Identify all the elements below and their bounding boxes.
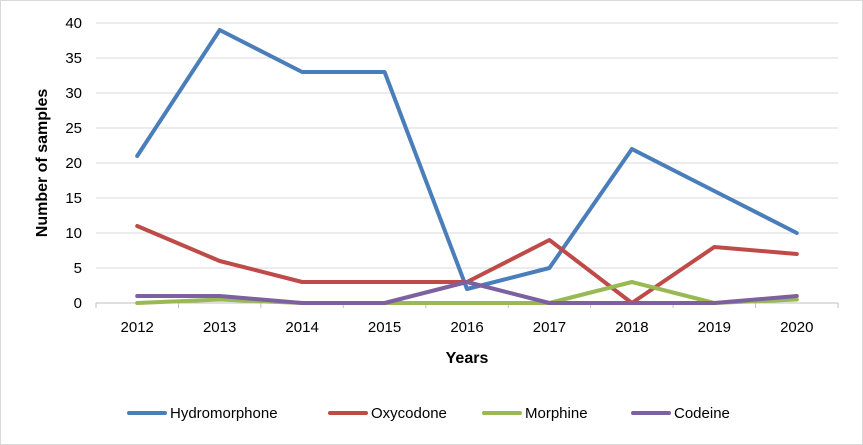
legend-label: Morphine xyxy=(525,405,588,422)
y-tick-label: 20 xyxy=(65,155,82,172)
series-line-morphine xyxy=(135,280,799,305)
x-tick-labels: 2012 2013 2014 2015 2016 2017 2018 2019 2020 xyxy=(121,319,814,336)
gridlines xyxy=(96,22,838,269)
y-tick-label: 40 xyxy=(65,15,82,32)
x-tick-label: 2012 xyxy=(121,319,154,336)
y-tick-label: 15 xyxy=(65,190,82,207)
x-tick-label: 2016 xyxy=(450,319,483,336)
y-tick-label: 10 xyxy=(65,225,82,242)
x-axis-title: Years xyxy=(446,350,489,367)
x-tick-label: 2015 xyxy=(368,319,401,336)
x-tick-label: 2019 xyxy=(698,319,731,336)
y-tick-label: 0 xyxy=(74,295,82,312)
legend: Hydromorphone Oxycodone Morphine Codeine xyxy=(127,405,730,422)
legend-item-oxycodone: Oxycodone xyxy=(328,405,447,422)
x-tick-label: 2020 xyxy=(780,319,813,336)
y-tick-label: 5 xyxy=(74,260,82,277)
y-axis-title: Number of samples xyxy=(34,89,51,238)
x-tick-label: 2017 xyxy=(533,319,566,336)
legend-label: Codeine xyxy=(674,405,730,422)
legend-label: Hydromorphone xyxy=(170,405,278,422)
legend-item-hydromorphone: Hydromorphone xyxy=(127,405,278,422)
series-line-oxycodone xyxy=(135,224,799,305)
y-tick-labels: 0 5 10 15 20 25 30 35 40 xyxy=(65,15,82,312)
legend-label: Oxycodone xyxy=(371,405,447,422)
legend-item-morphine: Morphine xyxy=(482,405,588,422)
legend-item-codeine: Codeine xyxy=(631,405,730,422)
x-tick-label: 2013 xyxy=(203,319,236,336)
y-tick-label: 35 xyxy=(65,50,82,67)
series-line-hydromorphone xyxy=(135,28,799,291)
x-tick-label: 2018 xyxy=(615,319,648,336)
series-lines xyxy=(135,28,799,305)
x-tick-label: 2014 xyxy=(285,319,318,336)
y-tick-label: 30 xyxy=(65,85,82,102)
series-line-codeine xyxy=(135,280,799,305)
y-tick-label: 25 xyxy=(65,120,82,137)
